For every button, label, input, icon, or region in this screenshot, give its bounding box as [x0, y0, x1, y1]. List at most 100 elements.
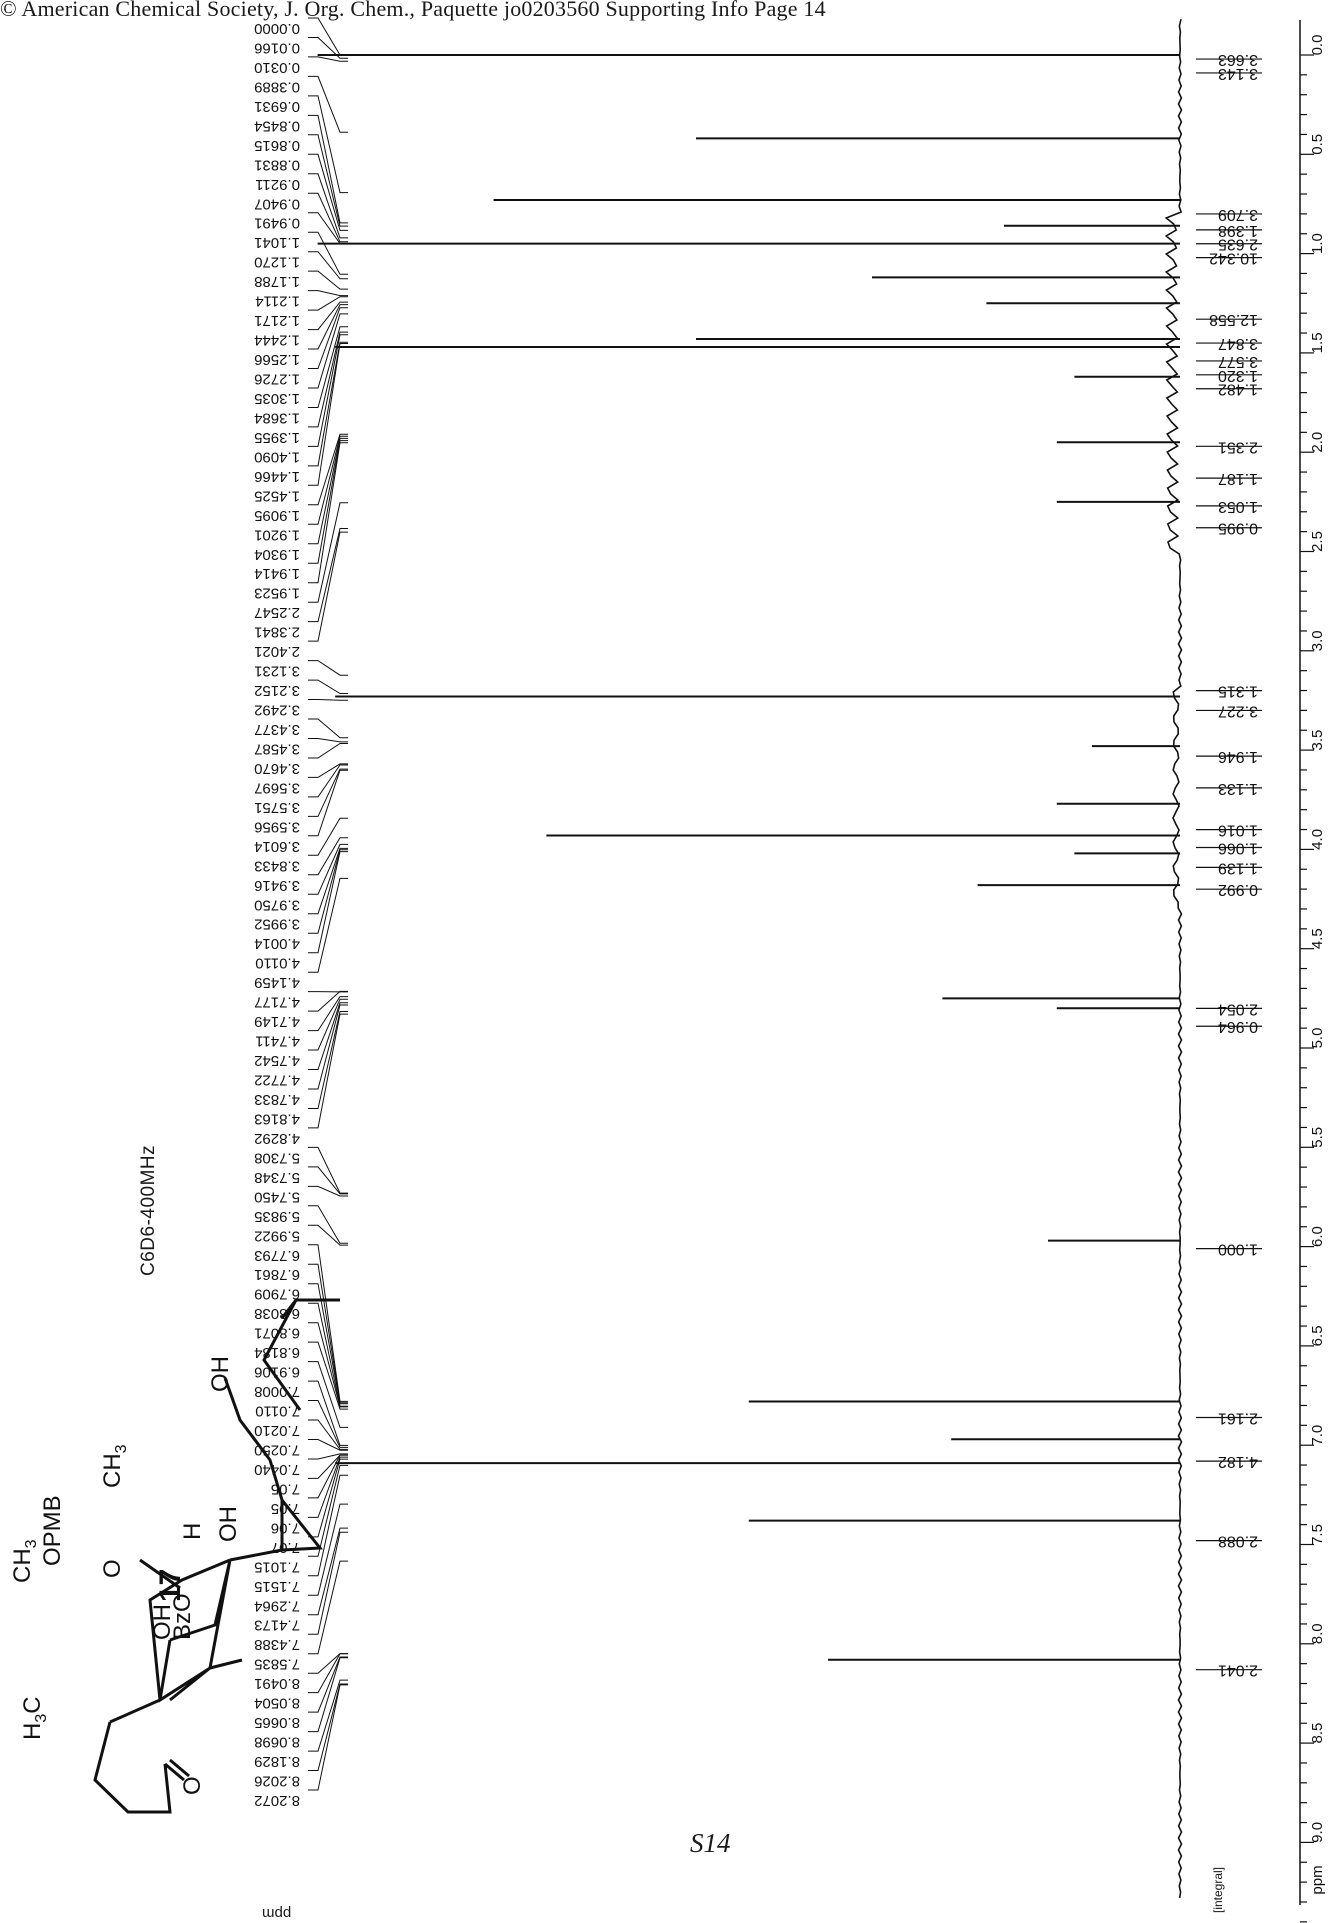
label-ch3-top: CH3 [99, 1444, 130, 1488]
instrument-label: C6D6-400MHz [138, 1144, 159, 1276]
peak-leader [308, 1679, 348, 1752]
peak-label: 3.9952 [254, 916, 300, 933]
tick-label: 4.0 [1309, 829, 1326, 850]
peak-leader [308, 768, 348, 817]
peak-leader [308, 341, 348, 467]
ring-bonds [93, 1298, 340, 1814]
peak-leader [308, 304, 348, 350]
peak-leader [308, 1244, 348, 1402]
peak-leader [308, 334, 348, 447]
peak-leader [308, 528, 348, 623]
peak-label: 4.7411 [255, 1033, 300, 1050]
peak-leader [308, 313, 348, 389]
tick-label: 7.0 [1309, 1425, 1326, 1446]
peak-leader [308, 1322, 348, 1408]
peak-label: 8.0698 [254, 1734, 300, 1751]
peak-leader [308, 837, 348, 876]
peak-leader [308, 1013, 348, 1129]
peak-label: 8.2072 [254, 1792, 300, 1809]
chemical-structure [93, 1298, 340, 1814]
peak-leader [308, 1456, 348, 1518]
peak-label: 7.0210 [254, 1422, 300, 1439]
peak-label: 1.9523 [254, 585, 300, 602]
peak-leader [308, 134, 348, 227]
tick-label: 0.5 [1309, 134, 1326, 155]
peak-label: 1.4090 [254, 448, 300, 465]
peak-leader [308, 1453, 348, 1460]
peak-label: 6.7861 [254, 1266, 300, 1283]
peak-label: 7.0008 [254, 1383, 300, 1400]
tick-label: 2.5 [1309, 531, 1326, 552]
peak-leader [308, 1380, 348, 1446]
tick-label: 3.0 [1309, 630, 1326, 651]
peak-leader [308, 301, 348, 331]
peak-label: 8.0504 [254, 1695, 300, 1712]
peak-leader [308, 433, 348, 506]
peak-leader [308, 1454, 348, 1499]
peak-leader [308, 95, 348, 194]
peak-label: 7.0110 [255, 1403, 300, 1420]
peak-leader [308, 1205, 348, 1244]
baseline-trace [1164, 19, 1183, 1899]
peak-leader [308, 764, 348, 798]
peak-leader [308, 877, 348, 973]
peak-leader [308, 738, 348, 743]
peak-leader [308, 743, 348, 759]
peak-leader [308, 296, 348, 311]
peak-leader [308, 1656, 348, 1713]
peak-leader [308, 1400, 348, 1448]
peak-list: 0.0000 0.0166 0.0310 0.3889 0.6931 0.8454 0.86… [254, 17, 348, 1809]
peak-label: 3.5751 [254, 799, 300, 816]
page-header: © American Chemical Society, J. Org. Che… [0, 0, 826, 21]
peak-label: 0.9491 [254, 215, 300, 232]
tick-label: 0.0 [1309, 35, 1326, 56]
peak-leader [308, 1361, 348, 1428]
peak-label: 5.7348 [254, 1169, 300, 1186]
tick-label: 2.0 [1309, 432, 1326, 453]
peak-label: 1.2114 [255, 293, 300, 310]
peak-leader [308, 1011, 348, 1109]
tick-label: 3.5 [1309, 730, 1326, 751]
peak-leader [308, 531, 348, 642]
peak-label: 4.0014 [254, 935, 300, 952]
peak-label: 5.7308 [254, 1149, 300, 1166]
peak-leader [308, 1503, 348, 1596]
peak-leader [308, 37, 348, 59]
peak-leader [308, 851, 348, 954]
peak-label: 3.2152 [254, 682, 300, 699]
label-h3c: H3C [19, 1696, 50, 1740]
peak-label: 5.9922 [254, 1227, 300, 1244]
label-ch3-left: CH3 [9, 1539, 40, 1583]
peak-label: 4.7149 [254, 1013, 300, 1030]
tick-label: 7.5 [1309, 1524, 1326, 1545]
peak-label: 1.4466 [254, 468, 300, 485]
peak-leader [308, 75, 348, 133]
peak-leader [308, 440, 348, 564]
peak-label: 7.0440 [254, 1461, 300, 1478]
compound-number: 17 [154, 1569, 187, 1602]
peak-label: 1.9414 [254, 565, 300, 582]
peak-label: 3.9416 [254, 877, 300, 894]
peak-leader [308, 1560, 348, 1655]
peak-leader [308, 699, 348, 701]
peak-leader [308, 435, 348, 525]
peak-leader [308, 173, 348, 239]
peak-label: 2.3841 [254, 624, 300, 641]
peak-leader [308, 270, 348, 290]
tick-label: 8.5 [1309, 1723, 1326, 1744]
peak-leader [308, 56, 348, 62]
tick-label: 5.0 [1309, 1028, 1326, 1049]
peak-label: 7.06 [271, 1519, 300, 1536]
peak-leader [308, 114, 348, 224]
peak-leader [308, 1302, 348, 1407]
peak-label: 1.1270 [254, 254, 300, 271]
carbonyl-top [139, 1558, 181, 1590]
label-h-bridge: H [179, 1523, 206, 1540]
peak-leader [308, 1683, 348, 1771]
peak-label: 8.1829 [254, 1753, 300, 1770]
peak-label: 0.0310 [254, 59, 300, 76]
peak-label: 7.2964 [254, 1597, 300, 1614]
label-o-bottom: O [179, 1776, 206, 1795]
peak-leader [308, 1657, 348, 1733]
